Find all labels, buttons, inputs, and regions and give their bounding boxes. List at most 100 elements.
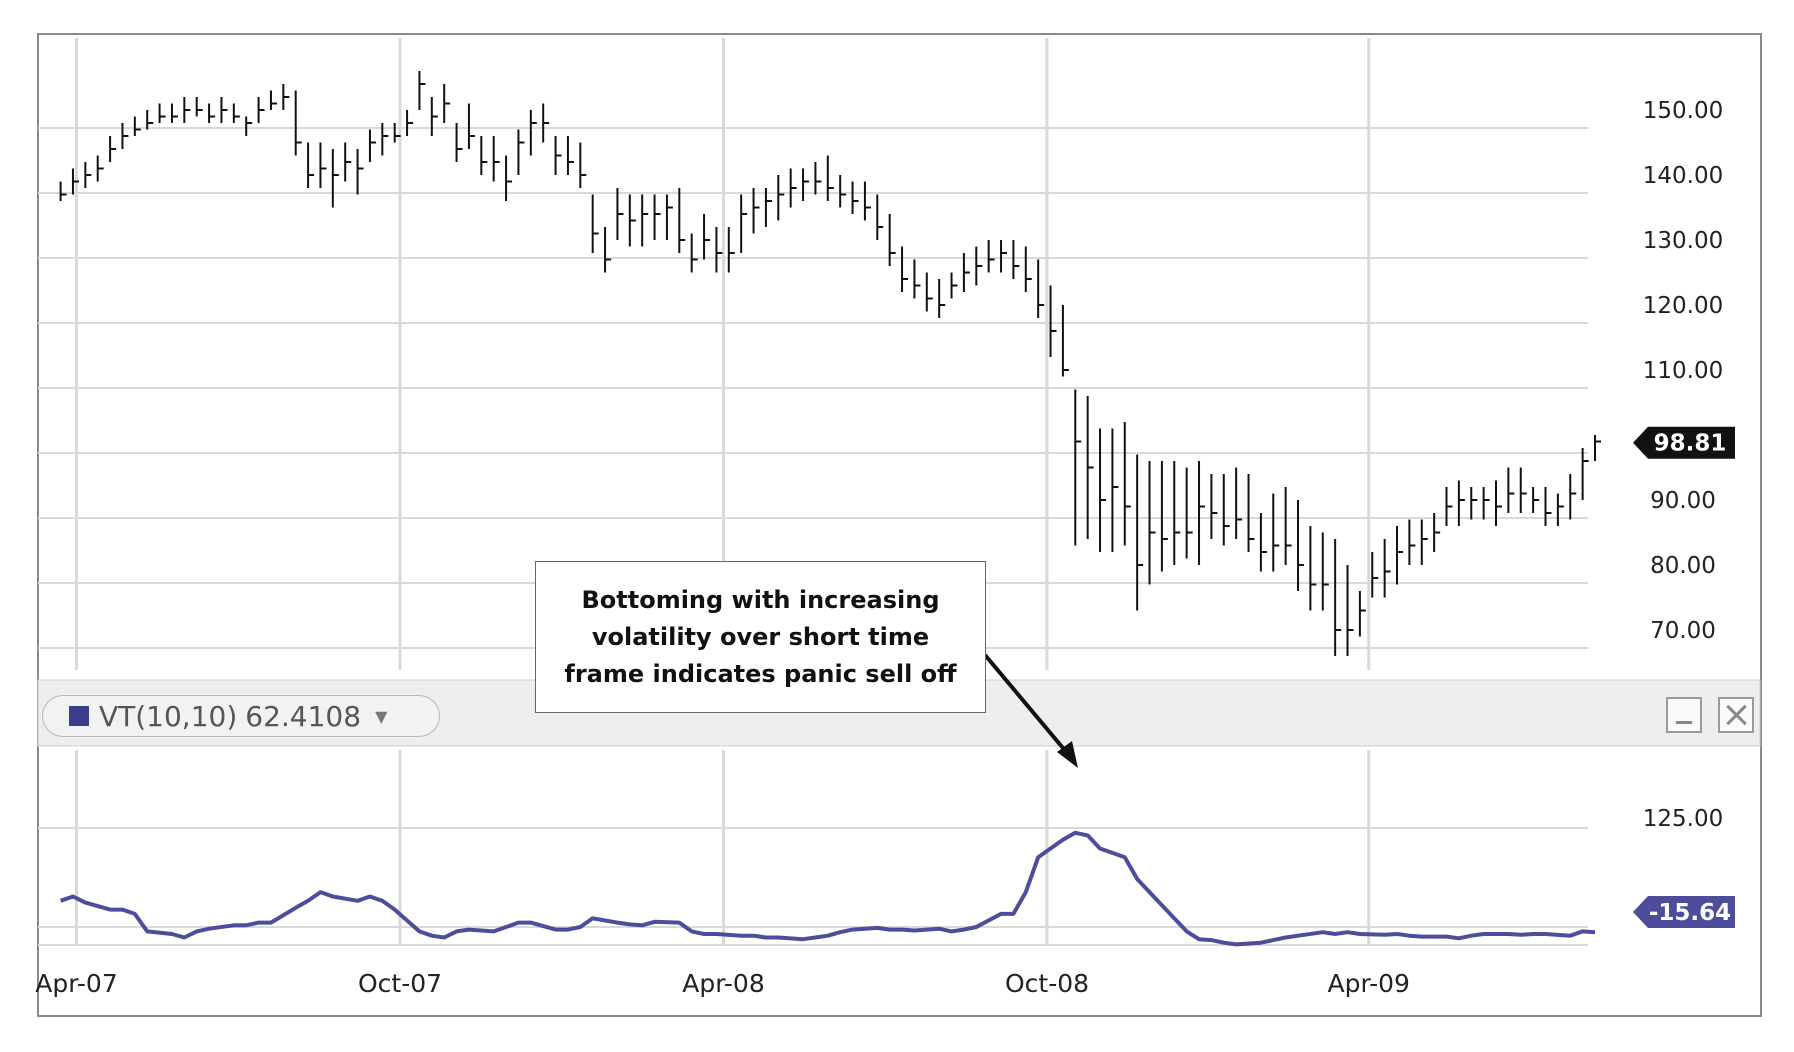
y-tick-label: 110.00: [1643, 358, 1723, 384]
vt-indicator-line: [59, 830, 1596, 947]
y-tick-label: 125.00: [1643, 806, 1723, 832]
grid: [38, 38, 1588, 946]
price-bar: [158, 103, 166, 123]
price-bar: [307, 142, 315, 188]
x-axis-ticks: Apr-07 Oct-07 Apr-08 Oct-08 Apr-09: [35, 969, 1410, 998]
price-bar: [1371, 552, 1379, 598]
y-tick-label: 90.00: [1650, 488, 1716, 514]
price-bar: [814, 162, 822, 195]
marker-shape: [1633, 896, 1735, 928]
price-bar: [591, 194, 599, 253]
price-bar: [542, 103, 550, 143]
marker-label: -15.64: [1649, 900, 1731, 926]
price-bar: [1123, 422, 1131, 546]
y-tick-label: 70.00: [1650, 618, 1716, 644]
indicator-legend[interactable]: VT(10,10) 62.4108 ▼: [42, 695, 440, 737]
minimize-icon[interactable]: [1666, 697, 1702, 733]
price-bar: [1519, 467, 1527, 513]
price-bar: [1222, 474, 1230, 546]
price-bar: [220, 97, 228, 123]
price-bar: [1420, 519, 1428, 565]
x-tick-label: Apr-08: [682, 969, 764, 998]
price-bar: [517, 129, 525, 175]
price-bar: [740, 194, 748, 253]
price-bar: [690, 233, 698, 273]
price-bar: [1569, 474, 1577, 520]
chart-frame: [37, 33, 1762, 1017]
y-tick-label: 120.00: [1643, 293, 1723, 319]
annotation-line: Bottoming with increasing: [581, 585, 940, 614]
close-icon[interactable]: [1718, 697, 1754, 733]
price-bar: [665, 194, 673, 240]
price-bars: [59, 71, 1602, 656]
price-bar: [430, 97, 438, 136]
price-bar: [1334, 539, 1342, 656]
price-bar: [1495, 480, 1503, 526]
price-bar: [1321, 532, 1329, 611]
x-tick-label: Apr-09: [1327, 969, 1409, 998]
price-bar: [1544, 487, 1552, 526]
price-bar: [71, 168, 79, 195]
price-bar: [269, 90, 277, 110]
annotation-callout: Bottoming with increasing volatility ove…: [535, 561, 986, 713]
price-bar: [121, 123, 129, 149]
price-bar: [1185, 467, 1193, 559]
price-bar: [641, 194, 649, 247]
price-bar: [529, 110, 537, 156]
price-bar: [133, 116, 141, 136]
price-bar: [1309, 526, 1317, 611]
price-bar: [566, 136, 574, 175]
price-bar: [356, 149, 364, 195]
price-bar: [480, 136, 488, 175]
y-tick-label: 150.00: [1643, 98, 1723, 124]
price-bar: [84, 162, 92, 188]
price-bar: [1433, 513, 1441, 552]
price-bar: [1358, 591, 1366, 637]
price-bar: [109, 136, 117, 162]
price-bar: [1445, 487, 1453, 526]
price-bar: [839, 175, 847, 208]
price-bar: [257, 97, 265, 123]
price-bar: [628, 194, 636, 247]
price-bar: [1160, 461, 1168, 572]
price-bar: [455, 123, 463, 162]
price-bar: [1000, 240, 1008, 273]
price-bar: [579, 142, 587, 188]
price-bar: [1086, 396, 1094, 539]
price-bar: [604, 227, 612, 273]
price-bar: [505, 155, 513, 201]
price-bar: [653, 194, 661, 240]
annotation-arrow: [983, 653, 1078, 768]
price-bar: [789, 168, 797, 208]
price-bar: [826, 155, 834, 201]
price-bar: [195, 97, 203, 117]
price-bar: [381, 123, 389, 156]
price-bar: [1284, 487, 1292, 565]
price-bar: [208, 103, 216, 123]
y-tick-label: 130.00: [1643, 228, 1723, 254]
price-bar: [282, 84, 290, 110]
price-bar: [1037, 259, 1045, 318]
price-bar: [777, 175, 785, 221]
indicator-color-swatch: [69, 706, 89, 726]
price-bar: [232, 103, 240, 123]
price-bar: [1470, 487, 1478, 520]
marker-shape: [1633, 426, 1735, 459]
price-bar: [59, 181, 67, 201]
price-bar: [1049, 285, 1057, 357]
price-bar: [851, 181, 859, 214]
dropdown-icon[interactable]: ▼: [375, 706, 388, 726]
price-bar: [888, 214, 896, 266]
x-tick-label: Oct-08: [1005, 969, 1089, 998]
price-bar: [1148, 461, 1156, 585]
price-bar: [245, 116, 253, 136]
price-bar: [418, 71, 426, 110]
price-bar: [170, 103, 178, 123]
x-tick-label: Apr-07: [35, 969, 117, 998]
price-bar: [863, 181, 871, 221]
price-bar: [1581, 448, 1589, 500]
y-axis-ticks: 150.00 140.00 130.00 120.00 110.00 90.00 80.00…: [1643, 98, 1723, 832]
price-bar: [1111, 428, 1119, 552]
price-bar: [1024, 246, 1032, 292]
price-bar: [1272, 493, 1280, 572]
